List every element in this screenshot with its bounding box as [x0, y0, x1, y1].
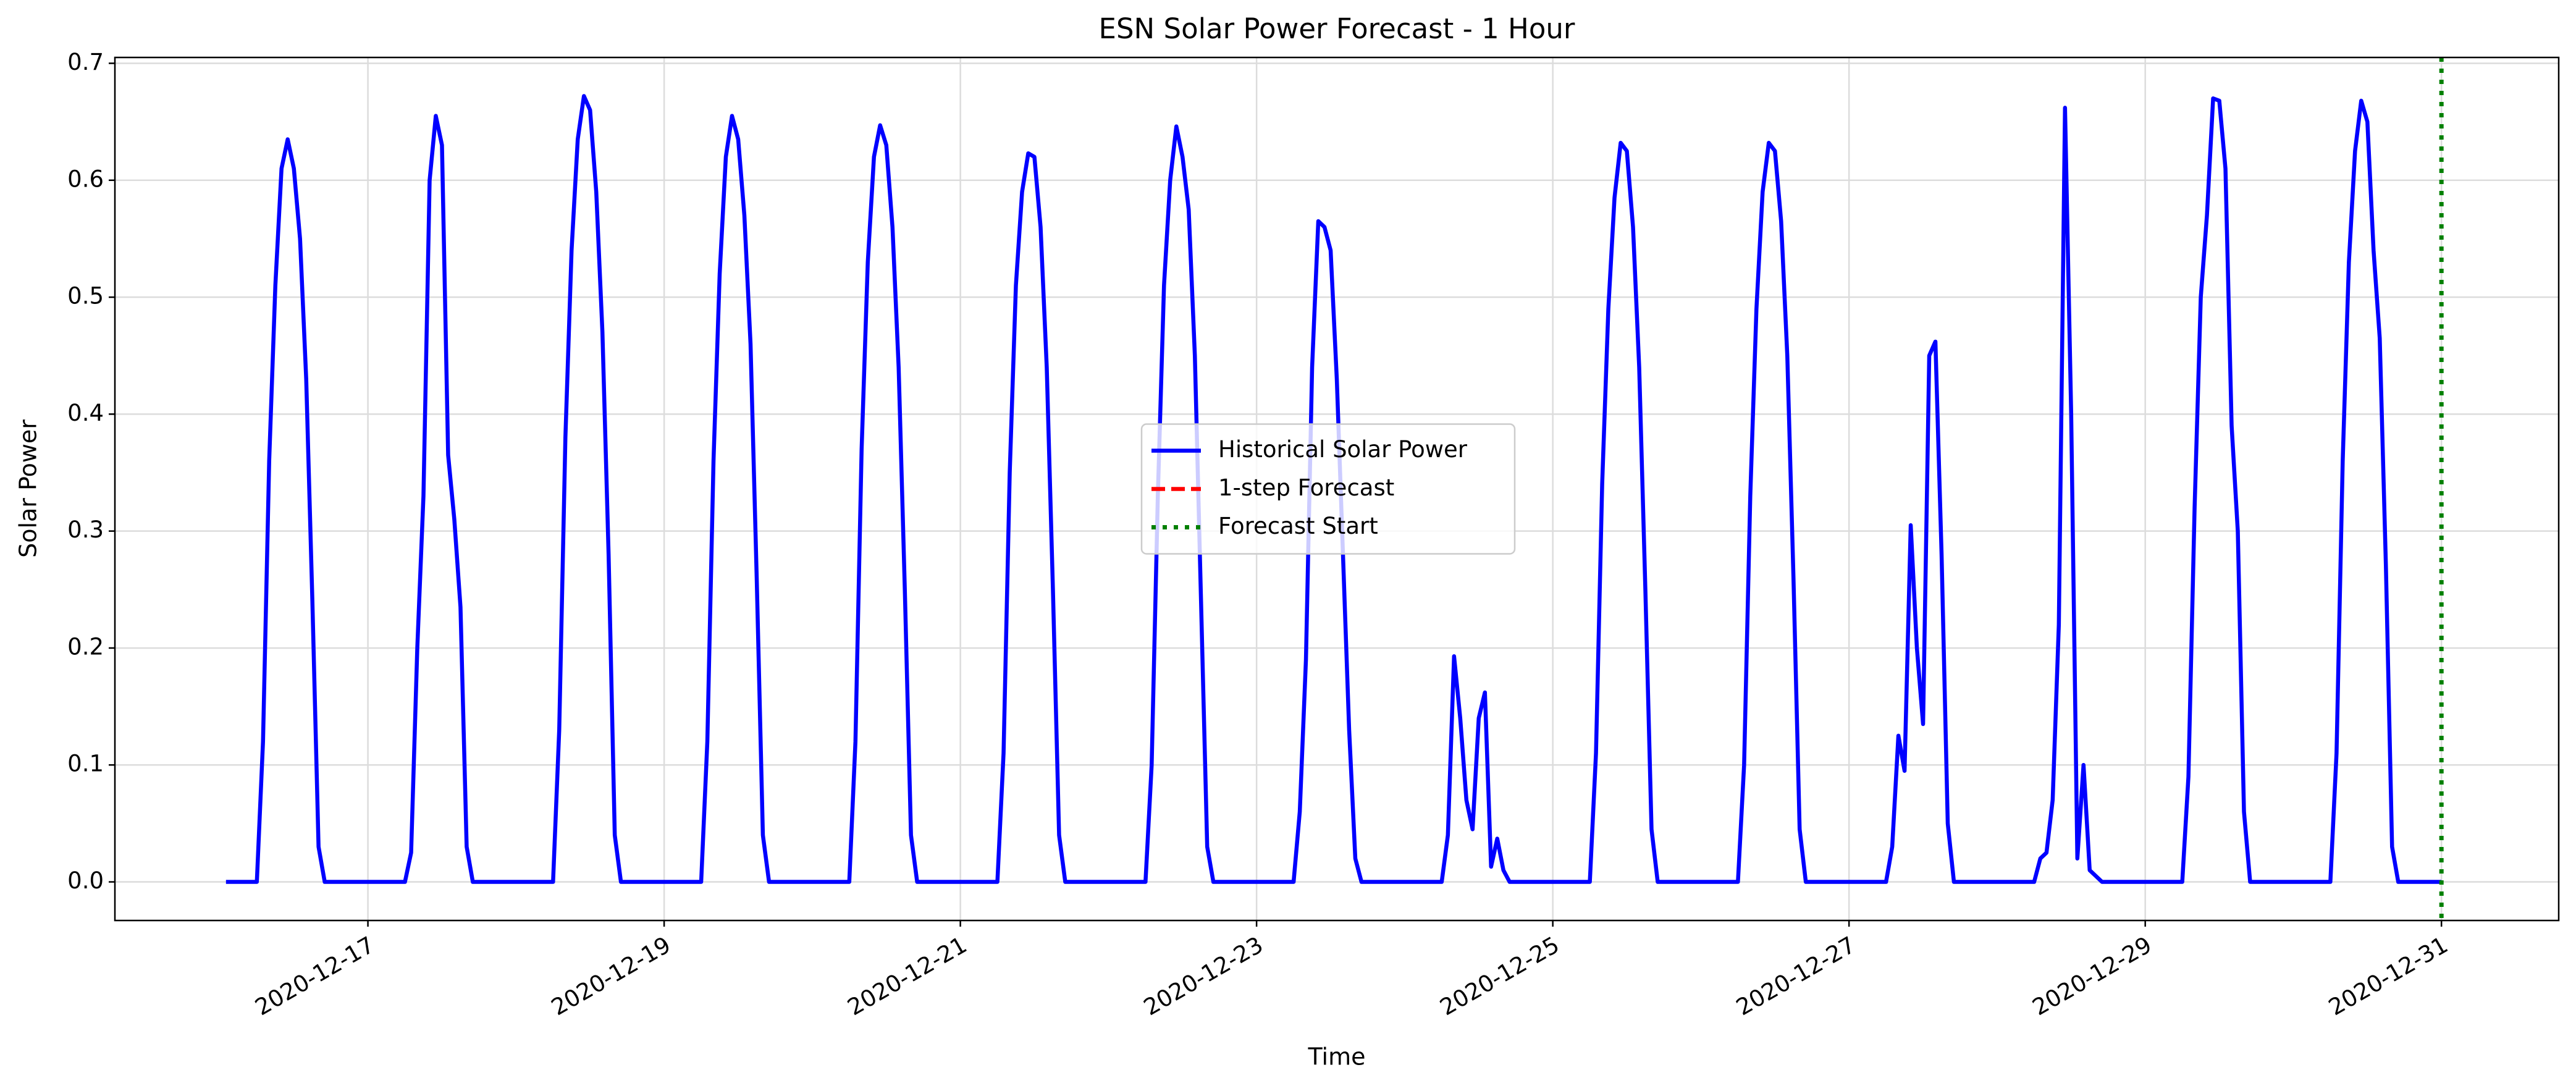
y-tick-label: 0.5 — [67, 283, 104, 310]
y-tick-label: 0.2 — [67, 633, 104, 660]
legend-label: 1-step Forecast — [1218, 474, 1394, 501]
y-tick-label: 0.1 — [67, 751, 104, 777]
y-tick-label: 0.6 — [67, 166, 104, 192]
x-axis-label: Time — [1308, 1043, 1366, 1071]
y-tick-label: 0.4 — [67, 400, 104, 426]
legend-label: Forecast Start — [1218, 513, 1378, 539]
y-tick-label: 0.0 — [67, 867, 104, 894]
data-line — [225, 94, 2442, 884]
plot-frame — [114, 56, 2560, 922]
y-tick-label: 0.3 — [67, 516, 104, 543]
y-tick-label: 0.7 — [67, 49, 104, 75]
y-axis-label: Solar Power — [15, 419, 42, 558]
legend-box — [1140, 423, 1516, 555]
chart-title: ESN Solar Power Forecast - 1 Hour — [1099, 12, 1575, 45]
legend-label: Historical Solar Power — [1218, 436, 1468, 463]
